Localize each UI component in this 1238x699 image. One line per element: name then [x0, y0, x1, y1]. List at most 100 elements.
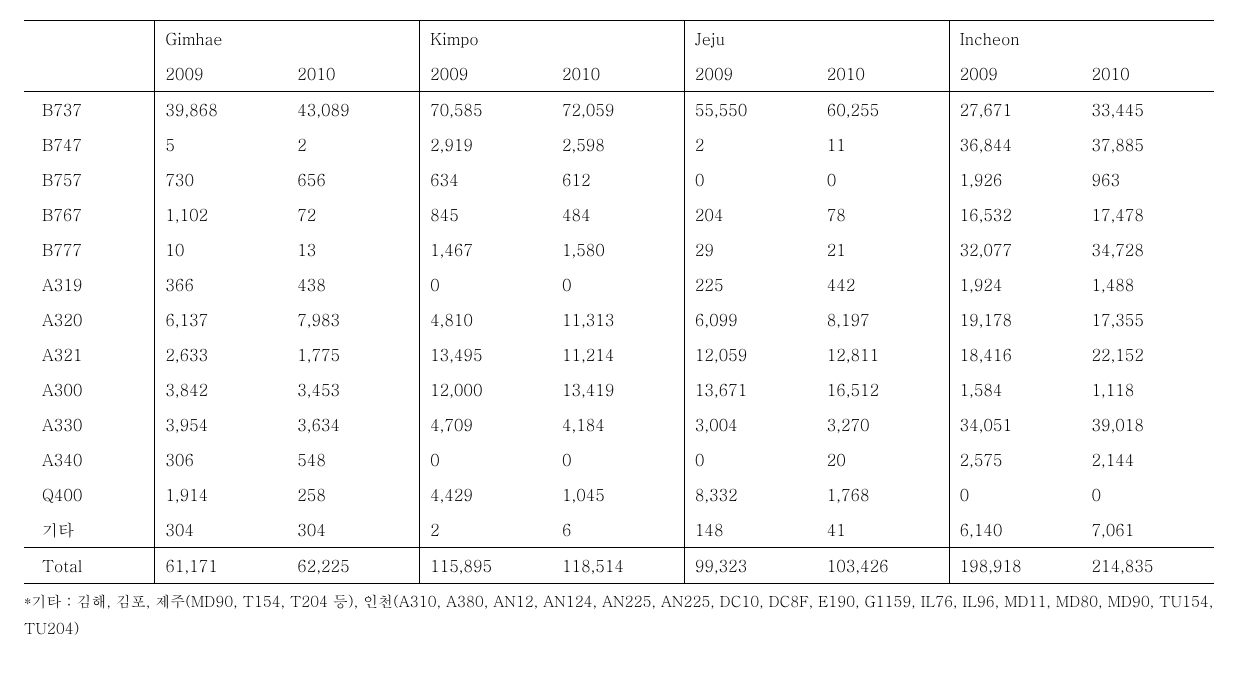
- table-row: B747522,9192,59821136,84437,885: [24, 127, 1214, 162]
- total-cell: 214,835: [1082, 548, 1214, 584]
- header-year: 2009: [155, 56, 287, 92]
- data-cell: 4,709: [420, 407, 552, 442]
- data-cell: 37,885: [1082, 127, 1214, 162]
- table-body: B73739,86843,08970,58572,05955,55060,255…: [24, 92, 1214, 548]
- data-cell: 11: [817, 127, 949, 162]
- data-cell: 0: [949, 477, 1081, 512]
- data-cell: 4,810: [420, 302, 552, 337]
- data-cell: 33,445: [1082, 92, 1214, 128]
- data-cell: 39,018: [1082, 407, 1214, 442]
- data-cell: 1,914: [155, 477, 287, 512]
- data-cell: 304: [155, 512, 287, 548]
- data-cell: 3,004: [684, 407, 816, 442]
- data-cell: 0: [817, 162, 949, 197]
- data-cell: 13,419: [552, 372, 684, 407]
- data-cell: 13: [287, 232, 419, 267]
- data-cell: 2,919: [420, 127, 552, 162]
- data-cell: 39,868: [155, 92, 287, 128]
- data-cell: 6,137: [155, 302, 287, 337]
- row-label: B747: [24, 127, 155, 162]
- data-cell: 43,089: [287, 92, 419, 128]
- row-label: A320: [24, 302, 155, 337]
- data-cell: 72: [287, 197, 419, 232]
- data-cell: 17,478: [1082, 197, 1214, 232]
- data-cell: 148: [684, 512, 816, 548]
- header-airport-2: Jeju: [684, 21, 949, 57]
- header-year: 2010: [287, 56, 419, 92]
- data-cell: 548: [287, 442, 419, 477]
- data-cell: 1,118: [1082, 372, 1214, 407]
- total-cell: 118,514: [552, 548, 684, 584]
- data-cell: 306: [155, 442, 287, 477]
- data-cell: 2,575: [949, 442, 1081, 477]
- data-cell: 1,467: [420, 232, 552, 267]
- data-cell: 634: [420, 162, 552, 197]
- header-airport-1: Kimpo: [420, 21, 685, 57]
- data-cell: 656: [287, 162, 419, 197]
- row-label: A300: [24, 372, 155, 407]
- data-cell: 484: [552, 197, 684, 232]
- data-cell: 3,270: [817, 407, 949, 442]
- data-cell: 6,140: [949, 512, 1081, 548]
- header-year: 2009: [949, 56, 1081, 92]
- data-cell: 11,313: [552, 302, 684, 337]
- data-cell: 78: [817, 197, 949, 232]
- data-cell: 204: [684, 197, 816, 232]
- table-row: A3212,6331,77513,49511,21412,05912,81118…: [24, 337, 1214, 372]
- data-cell: 730: [155, 162, 287, 197]
- data-cell: 438: [287, 267, 419, 302]
- data-cell: 41: [817, 512, 949, 548]
- header-year: 2010: [552, 56, 684, 92]
- total-cell: 115,895: [420, 548, 552, 584]
- data-cell: 0: [684, 442, 816, 477]
- row-label: A319: [24, 267, 155, 302]
- data-cell: 55,550: [684, 92, 816, 128]
- data-cell: 5: [155, 127, 287, 162]
- data-cell: 6: [552, 512, 684, 548]
- header-row-years: 2009 2010 2009 2010 2009 2010 2009 2010: [24, 56, 1214, 92]
- total-cell: 62,225: [287, 548, 419, 584]
- data-cell: 1,584: [949, 372, 1081, 407]
- total-cell: 99,323: [684, 548, 816, 584]
- data-cell: 1,924: [949, 267, 1081, 302]
- data-cell: 366: [155, 267, 287, 302]
- data-cell: 12,059: [684, 337, 816, 372]
- data-cell: 0: [420, 442, 552, 477]
- data-cell: 0: [552, 267, 684, 302]
- row-label: 기타: [24, 512, 155, 548]
- data-cell: 1,580: [552, 232, 684, 267]
- total-cell: 198,918: [949, 548, 1081, 584]
- row-label: Q400: [24, 477, 155, 512]
- data-cell: 20: [817, 442, 949, 477]
- data-cell: 1,045: [552, 477, 684, 512]
- data-cell: 17,355: [1082, 302, 1214, 337]
- header-year: 2009: [684, 56, 816, 92]
- data-cell: 4,184: [552, 407, 684, 442]
- data-cell: 12,000: [420, 372, 552, 407]
- row-label: B757: [24, 162, 155, 197]
- data-cell: 3,634: [287, 407, 419, 442]
- data-cell: 32,077: [949, 232, 1081, 267]
- data-cell: 2: [287, 127, 419, 162]
- data-cell: 1,768: [817, 477, 949, 512]
- data-cell: 4,429: [420, 477, 552, 512]
- data-cell: 1,926: [949, 162, 1081, 197]
- header-airport-0: Gimhae: [155, 21, 420, 57]
- data-cell: 34,051: [949, 407, 1081, 442]
- header-year: 2009: [420, 56, 552, 92]
- data-cell: 2,598: [552, 127, 684, 162]
- row-label: A330: [24, 407, 155, 442]
- table-row: A340306548000202,5752,144: [24, 442, 1214, 477]
- data-cell: 845: [420, 197, 552, 232]
- data-cell: 1,488: [1082, 267, 1214, 302]
- table-row: A3206,1377,9834,81011,3136,0998,19719,17…: [24, 302, 1214, 337]
- data-cell: 22,152: [1082, 337, 1214, 372]
- data-cell: 304: [287, 512, 419, 548]
- data-cell: 18,416: [949, 337, 1081, 372]
- data-cell: 258: [287, 477, 419, 512]
- data-cell: 442: [817, 267, 949, 302]
- data-cell: 70,585: [420, 92, 552, 128]
- row-label: A321: [24, 337, 155, 372]
- data-cell: 13,671: [684, 372, 816, 407]
- data-cell: 0: [1082, 477, 1214, 512]
